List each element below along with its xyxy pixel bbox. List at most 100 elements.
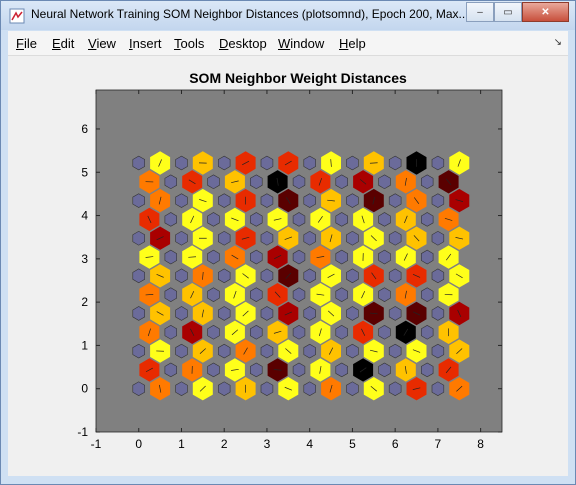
x-tick-label: 4	[306, 437, 313, 451]
neuron-hexagon	[378, 362, 391, 378]
neuron-hexagon	[292, 325, 306, 340]
connection-line	[403, 328, 409, 336]
neuron-hexagon	[303, 381, 316, 396]
neuron-hexagon	[421, 362, 434, 378]
neuron-hexagon	[218, 268, 231, 284]
neuron-hexagon	[260, 343, 274, 359]
neuron-hexagon	[250, 325, 263, 340]
neuron-hexagon	[335, 249, 348, 265]
dock-arrow-icon[interactable]: ↘	[553, 37, 562, 48]
neuron-hexagon	[431, 193, 445, 208]
menu-insert[interactable]: Insert	[129, 36, 162, 51]
connection-line	[327, 273, 335, 278]
connection-line	[413, 235, 420, 242]
y-tick-label: 3	[81, 252, 88, 266]
neuron-hexagon	[260, 193, 274, 208]
menu-tools[interactable]: Tools	[174, 36, 205, 51]
menu-help[interactable]: Help	[339, 36, 366, 51]
connection-line	[361, 290, 366, 299]
x-tick-label: 0	[135, 437, 142, 451]
x-tick-label: 8	[477, 437, 484, 451]
neuron-hexagon	[260, 155, 274, 171]
connection-line	[284, 386, 293, 391]
connection-line	[284, 160, 292, 166]
menu-edit[interactable]: Edit	[52, 36, 75, 51]
neuron-hexagon	[292, 249, 306, 265]
neuron-hexagon	[260, 306, 274, 321]
neuron-hexagon	[378, 287, 391, 302]
neuron-hexagon	[207, 212, 220, 227]
connection-line	[403, 253, 408, 261]
neuron-hexagon	[218, 230, 231, 246]
connection-line	[361, 215, 365, 224]
connection-line	[359, 179, 367, 185]
maximize-button[interactable]: ▭	[494, 2, 522, 22]
connection-line	[412, 311, 421, 316]
neuron-hexagon	[421, 287, 434, 302]
minimize-button[interactable]: –	[466, 2, 494, 22]
neuron-hexagon	[303, 155, 316, 171]
neuron-hexagon	[218, 193, 231, 208]
neuron-hexagon	[431, 268, 445, 284]
connection-line	[412, 273, 421, 278]
connection-line	[145, 294, 154, 296]
menu-window[interactable]: Window	[278, 36, 325, 51]
matlab-app-icon	[9, 8, 25, 24]
neuron-hexagon	[431, 343, 445, 359]
neuron-hexagon	[421, 249, 434, 265]
neuron-hexagon	[218, 155, 231, 171]
connection-line	[241, 236, 250, 240]
menu-view[interactable]: View	[88, 36, 116, 51]
connection-line	[456, 385, 463, 392]
neuron-hexagon	[303, 343, 316, 359]
x-tick-label: -1	[91, 437, 102, 451]
neuron-hexagon	[132, 155, 145, 171]
title-bar[interactable]: Neural Network Training SOM Neighbor Dis…	[1, 1, 575, 30]
close-button[interactable]: ✕	[522, 2, 569, 22]
connection-line	[317, 216, 323, 223]
connection-line	[276, 177, 279, 186]
neuron-hexagon	[388, 343, 402, 359]
connection-line	[242, 310, 249, 317]
neuron-hexagon	[378, 249, 391, 265]
neuron-hexagon	[431, 230, 445, 246]
y-tick-label: 5	[81, 165, 88, 179]
neuron-hexagon	[175, 381, 188, 396]
neuron-hexagon	[250, 249, 263, 265]
neuron-hexagon	[207, 174, 220, 190]
connection-line	[457, 159, 461, 167]
neuron-hexagon	[335, 212, 348, 227]
connection-line	[369, 312, 378, 315]
neuron-hexagon	[164, 249, 177, 265]
connection-line	[445, 253, 452, 261]
neuron-hexagon	[378, 174, 391, 190]
neuron-hexagon	[250, 174, 263, 190]
connection-line	[371, 272, 377, 280]
connection-line	[370, 235, 377, 242]
menu-file[interactable]: File	[16, 36, 37, 51]
neuron-hexagon	[421, 174, 434, 190]
connection-line	[201, 309, 204, 318]
connection-line	[188, 256, 197, 258]
y-tick-label: -1	[77, 425, 88, 439]
connection-line	[231, 217, 239, 222]
connection-line	[188, 179, 196, 185]
connection-line	[316, 293, 325, 296]
connection-line	[404, 365, 407, 374]
connection-line	[156, 274, 164, 278]
neuron-hexagon	[164, 287, 177, 302]
neuron-hexagon	[292, 212, 306, 227]
menu-desktop[interactable]: Desktop	[219, 36, 267, 51]
connection-line	[361, 328, 366, 336]
neuron-hexagon	[218, 381, 231, 396]
connection-line	[190, 328, 195, 336]
connection-line	[190, 290, 195, 299]
connection-line	[242, 160, 250, 166]
connection-line	[156, 236, 164, 241]
connection-line	[455, 273, 463, 279]
neuron-hexagon	[292, 174, 306, 190]
neuron-hexagon	[175, 306, 188, 321]
neuron-hexagon	[346, 193, 359, 208]
connection-line	[145, 367, 153, 373]
connection-line	[330, 159, 332, 167]
